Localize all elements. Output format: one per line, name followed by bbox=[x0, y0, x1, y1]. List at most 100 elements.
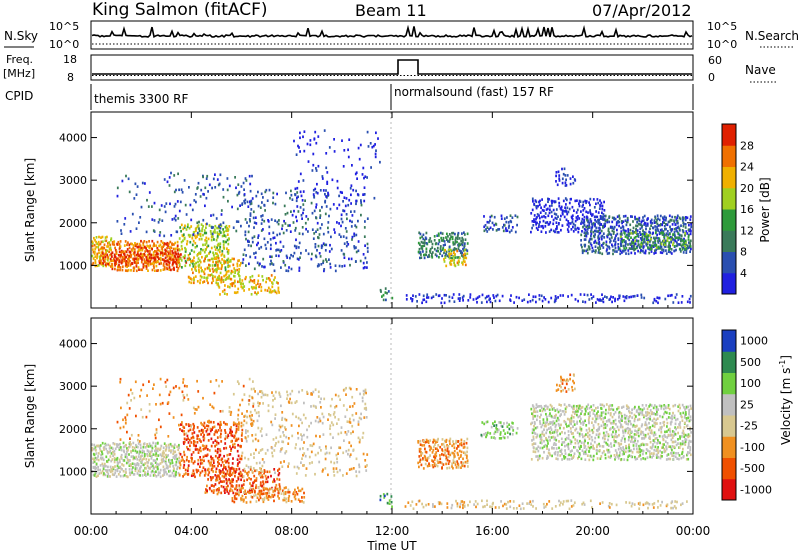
data-cell bbox=[526, 300, 529, 304]
data-cell bbox=[347, 448, 350, 452]
data-cell bbox=[555, 413, 557, 417]
data-cell bbox=[243, 491, 245, 494]
data-cell bbox=[214, 268, 217, 271]
data-cell bbox=[535, 206, 538, 210]
data-cell bbox=[548, 211, 551, 215]
data-cell bbox=[533, 218, 535, 221]
data-cell bbox=[203, 231, 206, 235]
data-cell bbox=[343, 388, 346, 391]
data-cell bbox=[226, 177, 229, 180]
data-cell bbox=[447, 452, 450, 456]
data-cell bbox=[366, 130, 369, 134]
data-cell bbox=[145, 267, 148, 270]
data-cell bbox=[260, 215, 263, 218]
data-cell bbox=[152, 441, 155, 445]
data-cell bbox=[203, 433, 205, 437]
data-cell bbox=[192, 442, 195, 446]
data-cell bbox=[612, 296, 614, 299]
data-cell bbox=[541, 215, 543, 219]
data-cell bbox=[225, 467, 227, 471]
data-cell bbox=[330, 446, 332, 450]
data-cell bbox=[111, 242, 114, 246]
data-cell bbox=[429, 445, 432, 449]
data-cell bbox=[209, 476, 212, 479]
data-cell bbox=[197, 434, 200, 438]
data-cell bbox=[199, 195, 202, 198]
data-cell bbox=[623, 229, 626, 232]
data-cell bbox=[316, 191, 319, 195]
data-cell bbox=[207, 439, 210, 442]
data-cell bbox=[345, 433, 348, 436]
data-cell bbox=[655, 236, 657, 240]
data-cell bbox=[418, 465, 420, 469]
data-cell bbox=[93, 250, 96, 253]
data-cell bbox=[91, 446, 94, 450]
data-cell bbox=[210, 246, 213, 250]
data-cell bbox=[689, 232, 692, 236]
data-cell bbox=[350, 202, 352, 205]
data-cell bbox=[232, 443, 234, 447]
data-cell bbox=[334, 264, 337, 267]
data-cell bbox=[92, 457, 94, 461]
data-cell bbox=[281, 489, 284, 493]
data-cell bbox=[237, 220, 240, 223]
data-cell bbox=[661, 248, 663, 251]
data-cell bbox=[205, 196, 208, 200]
data-cell bbox=[265, 277, 268, 280]
data-cell bbox=[591, 223, 594, 227]
data-cell bbox=[250, 424, 253, 427]
data-cell bbox=[233, 500, 236, 504]
data-cell bbox=[680, 234, 683, 238]
data-cell bbox=[539, 420, 541, 423]
data-cell bbox=[457, 445, 460, 448]
data-cell bbox=[598, 218, 600, 222]
data-cell bbox=[548, 198, 550, 201]
data-cell bbox=[444, 243, 446, 246]
data-cell bbox=[435, 249, 438, 253]
data-cell bbox=[365, 406, 367, 410]
data-cell bbox=[207, 258, 210, 262]
data-cell bbox=[102, 259, 105, 262]
data-cell bbox=[98, 261, 101, 265]
data-cell bbox=[207, 237, 210, 241]
data-cell bbox=[137, 462, 140, 466]
data-cell bbox=[180, 240, 183, 244]
data-cell bbox=[501, 294, 504, 298]
data-cell bbox=[207, 190, 209, 193]
data-cell bbox=[298, 390, 300, 394]
data-cell bbox=[186, 242, 188, 246]
data-cell bbox=[446, 254, 449, 258]
data-cell bbox=[297, 416, 300, 420]
data-cell bbox=[419, 256, 421, 260]
data-cell bbox=[503, 436, 506, 440]
data-cell bbox=[442, 463, 445, 466]
data-cell bbox=[114, 447, 117, 451]
data-cell bbox=[343, 253, 346, 256]
data-cell bbox=[175, 460, 178, 464]
data-cell bbox=[315, 141, 318, 145]
data-cell bbox=[288, 490, 291, 494]
data-cell bbox=[102, 256, 105, 259]
data-cell bbox=[248, 399, 251, 402]
data-cell bbox=[423, 256, 426, 260]
data-cell bbox=[533, 220, 535, 223]
cpid-label: CPID bbox=[5, 89, 33, 103]
data-cell bbox=[223, 288, 226, 292]
data-cell bbox=[170, 246, 173, 249]
data-cell bbox=[164, 251, 167, 254]
data-cell bbox=[218, 448, 221, 451]
data-cell bbox=[276, 233, 279, 237]
data-cell bbox=[251, 197, 254, 200]
data-cell bbox=[124, 250, 127, 253]
data-cell bbox=[121, 268, 124, 272]
data-cell bbox=[306, 142, 309, 146]
data-cell bbox=[488, 221, 490, 224]
data-cell bbox=[154, 459, 157, 462]
data-cell bbox=[272, 231, 275, 235]
data-cell bbox=[271, 285, 274, 289]
data-cell bbox=[128, 471, 131, 474]
data-cell bbox=[277, 489, 280, 492]
data-cell bbox=[241, 398, 244, 402]
data-cell bbox=[676, 230, 679, 233]
data-cell bbox=[138, 268, 140, 271]
